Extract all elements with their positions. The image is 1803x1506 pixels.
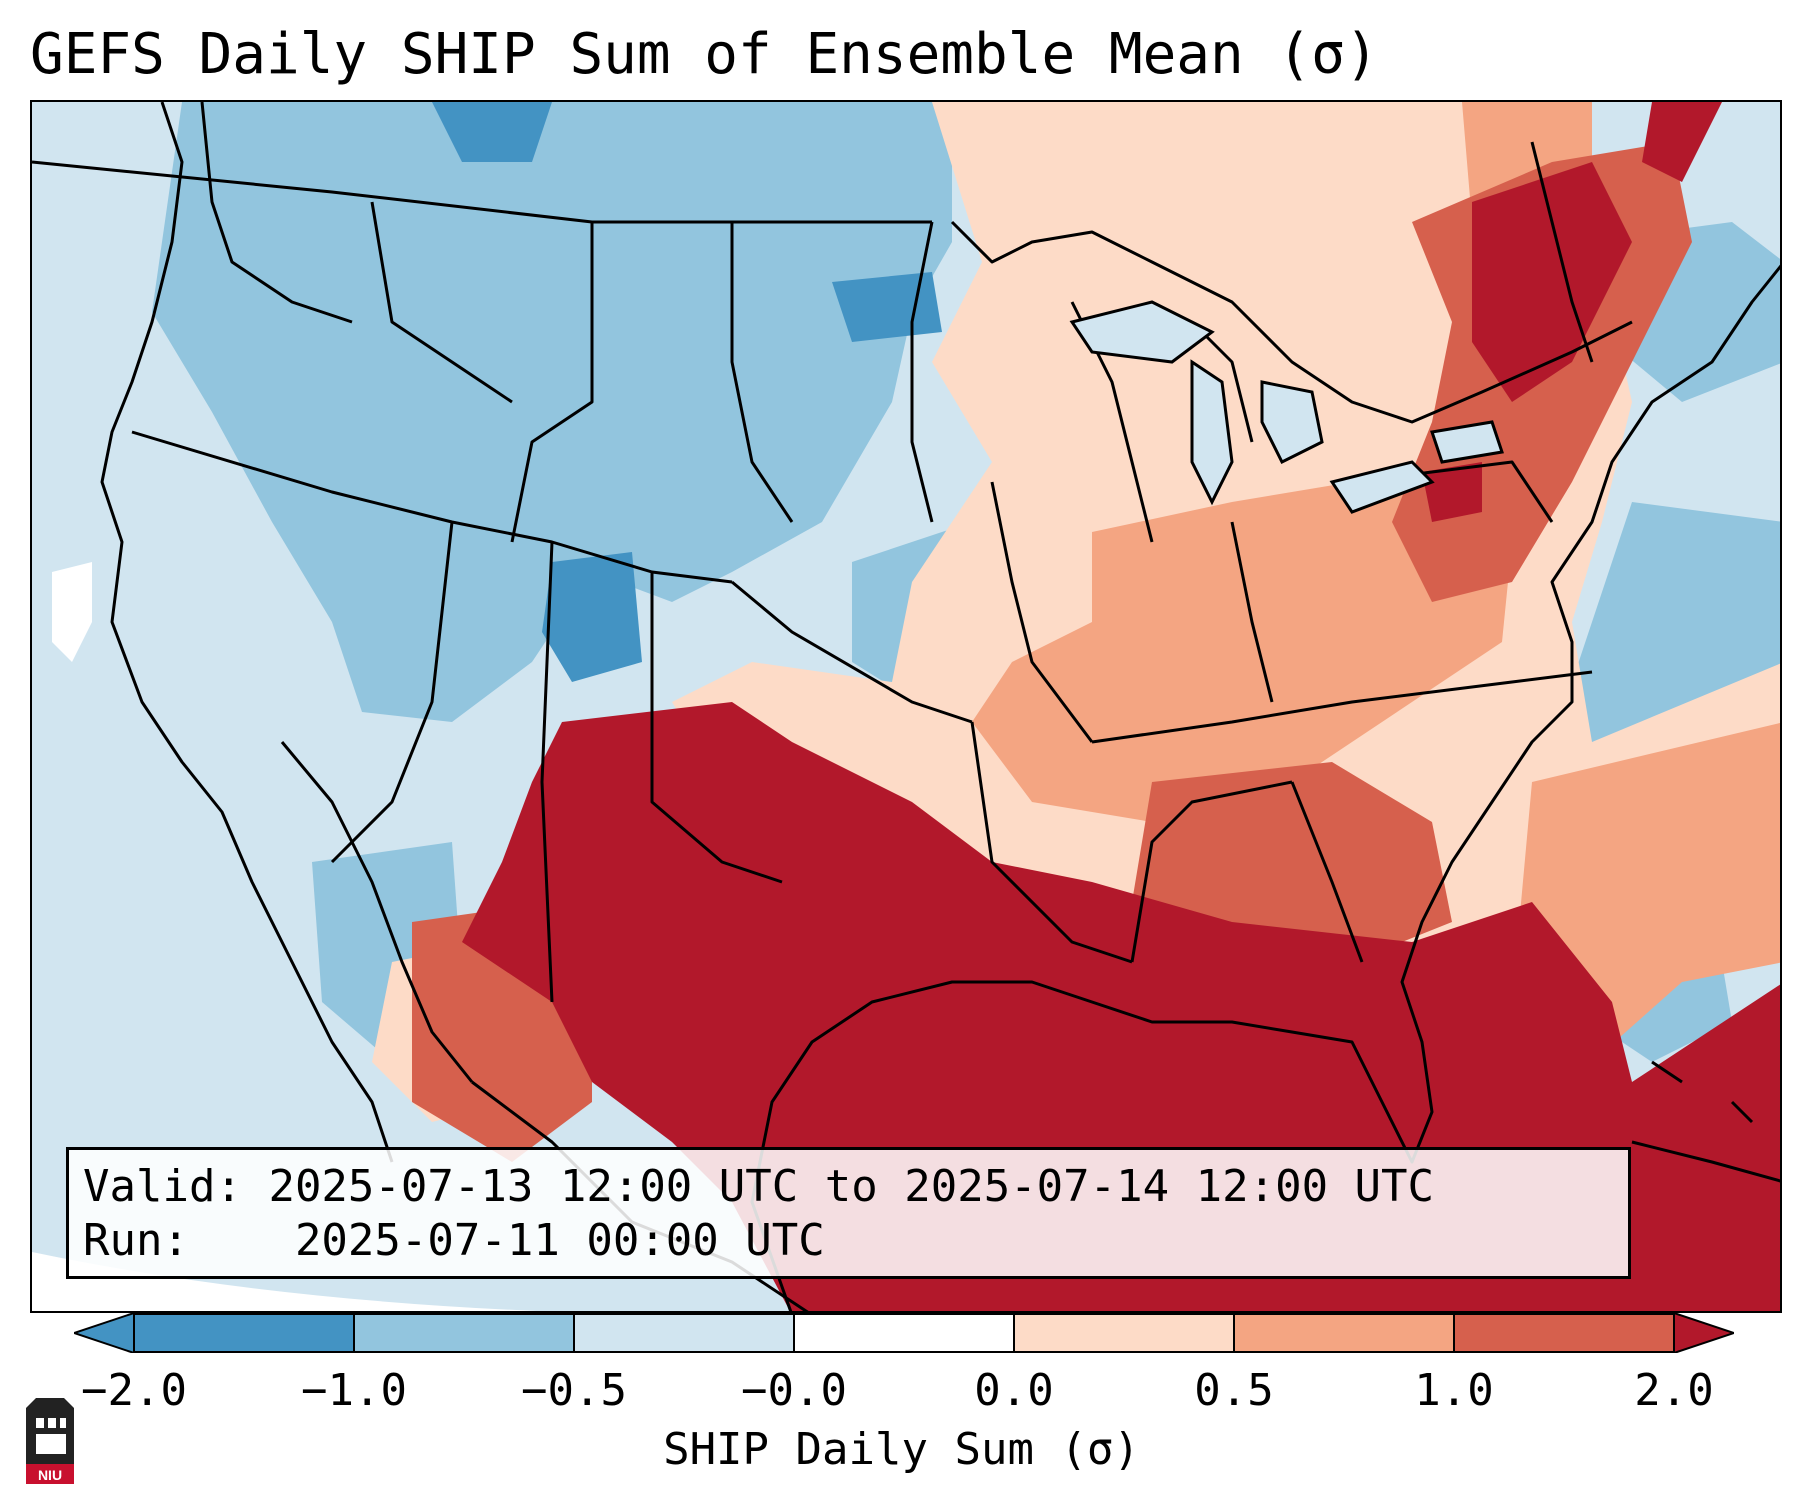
state-border-dakotas: [730, 222, 794, 523]
valid-label: Valid:: [83, 1161, 242, 1212]
state-border-oh: [1230, 521, 1274, 703]
colorbar-tick-label: 2.0: [1634, 1365, 1714, 1416]
colorbar-extend-low: [74, 1313, 135, 1353]
valid-run-infobox: Valid: 2025-07-13 12:00 UTC to 2025-07-1…: [66, 1147, 1631, 1279]
bahamas-outline-2: [1730, 1100, 1754, 1124]
state-border-ga: [1290, 781, 1364, 963]
colorbar-segments: [74, 1313, 1734, 1353]
great-lakes: [1069, 300, 1504, 514]
ship-map-svg: [32, 102, 1780, 1311]
colorbar: [74, 1313, 1734, 1353]
logo-window-1: [36, 1418, 44, 1428]
colorbar-segment: [354, 1313, 575, 1353]
colorbar-segment: [1014, 1313, 1235, 1353]
lake-superior: [1069, 300, 1215, 364]
colorbar-tick-label: −0.0: [741, 1365, 847, 1416]
colorbar-extend-high: [1673, 1313, 1734, 1353]
colorbar-segment: [134, 1313, 355, 1353]
cuba-outline: [1631, 1140, 1780, 1183]
state-border-az-nm: [540, 541, 554, 1003]
logo-window-3: [60, 1418, 66, 1428]
bahamas-outline: [1651, 1060, 1683, 1084]
region-red-southeast: [1132, 762, 1452, 962]
logo-window-4: [36, 1434, 66, 1454]
state-border-al: [1130, 780, 1293, 963]
state-border-tx-panhandle: [650, 572, 783, 884]
coastline-and-borders: [32, 102, 1780, 1311]
great-lakes-border: [950, 220, 1633, 424]
region-deep-blue-dakota: [832, 272, 942, 342]
run-row: Run: 2025-07-11 00:00 UTC: [83, 1214, 1614, 1268]
lake-erie: [1329, 460, 1435, 514]
logo-text: NIU: [38, 1467, 62, 1483]
projection-corner-left: [32, 1252, 538, 1311]
colorbar-tick-label: −0.5: [521, 1365, 627, 1416]
region-mid-red-ohio-valley: [972, 482, 1512, 822]
colorbar-tick-label: 1.0: [1414, 1365, 1494, 1416]
region-deep-blue-utah: [542, 552, 642, 682]
state-border-mn: [910, 221, 934, 523]
colorbar-tick-label: −2.0: [81, 1365, 187, 1416]
state-border-nv: [330, 521, 454, 864]
colorbar-segment: [1234, 1313, 1455, 1353]
colorbar-segment: [1454, 1313, 1675, 1353]
logo-window-2: [48, 1418, 56, 1428]
state-border-id: [370, 201, 513, 404]
valid-value: 2025-07-13 12:00 UTC to 2025-07-14 12:00…: [268, 1161, 1435, 1212]
colorbar-segment: [574, 1313, 795, 1353]
lake-ontario: [1430, 420, 1504, 464]
run-value: 2025-07-11 00:00 UTC: [294, 1215, 825, 1266]
state-border-mo: [990, 481, 1094, 743]
state-border-line-1: [131, 430, 733, 584]
logo-tower-top: [26, 1398, 74, 1408]
niu-logo: NIU: [26, 1398, 74, 1484]
caribbean-islands: [1631, 1060, 1780, 1183]
region-mid-blue-northwest: [152, 102, 952, 722]
colorbar-tick-label: 0.5: [1194, 1365, 1274, 1416]
colorbar-label: SHIP Daily Sum (σ): [663, 1424, 1140, 1475]
region-dark-red-ontario: [1422, 462, 1482, 522]
state-border-wa: [200, 102, 353, 324]
region-dark-red-gaspe: [1642, 102, 1722, 182]
map-title: GEFS Daily SHIP Sum of Ensemble Mean (σ): [30, 22, 1379, 87]
valid-row: Valid: 2025-07-13 12:00 UTC to 2025-07-1…: [83, 1160, 1614, 1214]
lake-michigan: [1190, 359, 1234, 506]
region-deep-blue-canada: [432, 102, 552, 162]
gulf-and-east-coast: [750, 264, 1780, 1311]
state-border-tn-nc: [1091, 670, 1593, 744]
colorbar-segment: [794, 1313, 1015, 1353]
colorbar-tick-label: −1.0: [301, 1365, 407, 1416]
west-coastline: [100, 102, 394, 1163]
colorbar-tick-label: 0.0: [974, 1365, 1054, 1416]
state-border-vt-nh: [1530, 141, 1594, 363]
logo-banner: [26, 1464, 74, 1484]
region-zero-pacific: [52, 562, 92, 662]
state-border-ks: [731, 580, 973, 724]
state-border-wy: [510, 222, 594, 543]
region-dark-red-quebec: [1472, 162, 1632, 402]
state-border-la: [970, 721, 1133, 964]
baja-coastline: [280, 741, 474, 1083]
run-label: Run:: [83, 1215, 189, 1266]
map-panel: [30, 100, 1782, 1313]
lake-huron: [1260, 380, 1324, 465]
